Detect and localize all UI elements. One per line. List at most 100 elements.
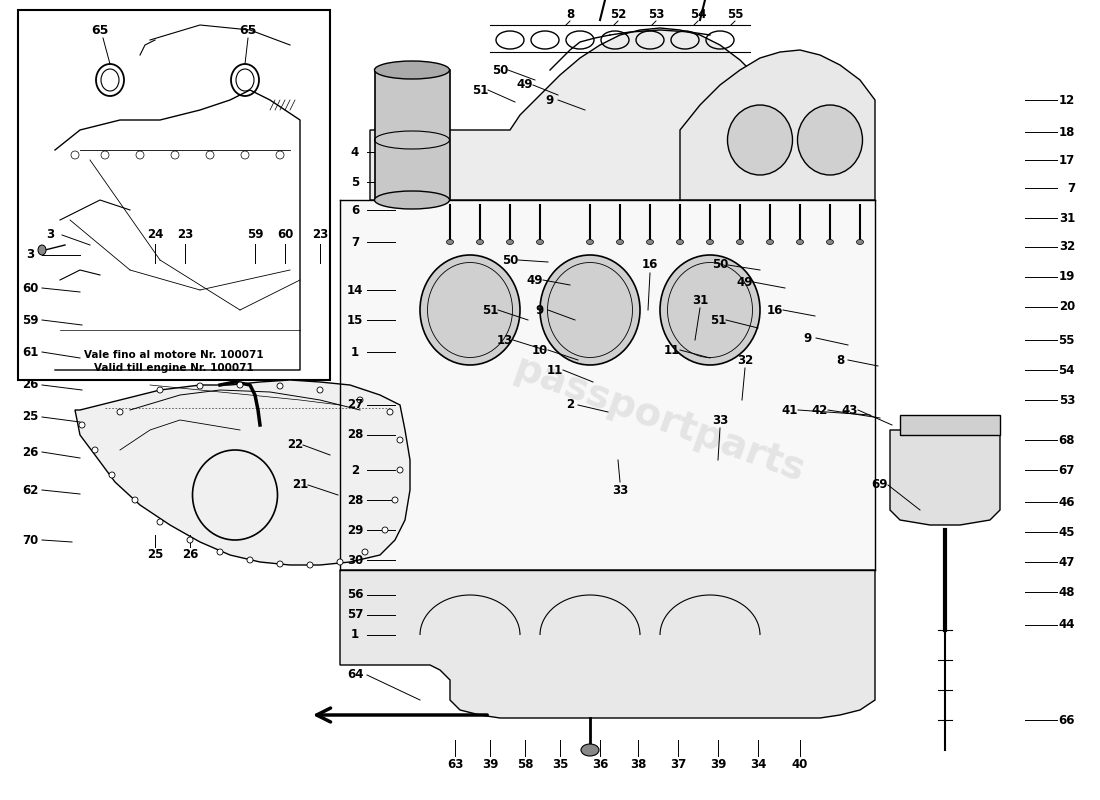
Ellipse shape [727, 105, 792, 175]
Ellipse shape [337, 559, 343, 565]
Bar [375, 70, 450, 200]
Text: 49: 49 [527, 274, 543, 286]
Text: 66: 66 [1058, 714, 1075, 726]
Text: 26: 26 [182, 549, 198, 562]
Text: 54: 54 [690, 9, 706, 22]
Bar [18, 10, 330, 380]
Ellipse shape [616, 239, 624, 245]
Text: 31: 31 [1058, 211, 1075, 225]
Text: 20: 20 [1058, 301, 1075, 314]
Ellipse shape [374, 61, 450, 79]
Text: 56: 56 [346, 589, 363, 602]
Polygon shape [340, 570, 874, 718]
Text: 2: 2 [351, 463, 359, 477]
Ellipse shape [317, 387, 323, 393]
Ellipse shape [397, 437, 403, 443]
Text: 7: 7 [351, 235, 359, 249]
Text: 35: 35 [552, 758, 569, 771]
Text: 14: 14 [346, 283, 363, 297]
Ellipse shape [660, 255, 760, 365]
Text: 18: 18 [1058, 126, 1075, 138]
Text: 28: 28 [346, 494, 363, 506]
Text: 1: 1 [351, 346, 359, 358]
Text: 23: 23 [312, 229, 328, 242]
Text: 45: 45 [1058, 526, 1075, 538]
Text: 38: 38 [630, 758, 646, 771]
Text: 53: 53 [1058, 394, 1075, 406]
Text: 46: 46 [1058, 495, 1075, 509]
Bar [900, 415, 1000, 435]
Ellipse shape [236, 382, 243, 388]
Polygon shape [370, 28, 760, 200]
Polygon shape [680, 50, 874, 200]
Ellipse shape [586, 239, 594, 245]
Ellipse shape [540, 255, 640, 365]
Ellipse shape [362, 549, 369, 555]
Text: 44: 44 [1058, 618, 1075, 631]
Ellipse shape [796, 239, 803, 245]
Text: Valid till engine Nr. 100071: Valid till engine Nr. 100071 [95, 363, 254, 373]
Text: 40: 40 [792, 758, 808, 771]
Ellipse shape [392, 497, 398, 503]
Ellipse shape [157, 519, 163, 525]
Text: 19: 19 [1058, 270, 1075, 283]
Ellipse shape [382, 527, 388, 533]
Ellipse shape [387, 409, 393, 415]
Text: 9: 9 [804, 331, 812, 345]
Text: 29: 29 [346, 523, 363, 537]
Text: 9: 9 [546, 94, 554, 106]
Text: 62: 62 [22, 483, 38, 497]
Text: 26: 26 [22, 378, 38, 391]
Ellipse shape [676, 239, 683, 245]
Polygon shape [75, 380, 410, 565]
Text: 24: 24 [146, 229, 163, 242]
Text: 50: 50 [492, 63, 508, 77]
Text: 51: 51 [710, 314, 726, 326]
Ellipse shape [307, 562, 314, 568]
Text: 59: 59 [22, 314, 38, 326]
Text: 16: 16 [767, 303, 783, 317]
Polygon shape [890, 430, 1000, 525]
Text: 12: 12 [1058, 94, 1075, 106]
Text: 57: 57 [346, 609, 363, 622]
Text: Vale fino al motore Nr. 100071: Vale fino al motore Nr. 100071 [85, 350, 264, 360]
Ellipse shape [537, 239, 543, 245]
Text: 2: 2 [565, 398, 574, 411]
Ellipse shape [476, 239, 484, 245]
Ellipse shape [767, 239, 773, 245]
Ellipse shape [109, 472, 116, 478]
Text: 49: 49 [517, 78, 534, 91]
Ellipse shape [132, 497, 138, 503]
Text: 4: 4 [351, 146, 359, 158]
Ellipse shape [277, 561, 283, 567]
Text: passportparts: passportparts [509, 350, 811, 490]
Text: 3: 3 [46, 229, 54, 242]
Text: 7: 7 [1067, 182, 1075, 194]
Text: 27: 27 [346, 398, 363, 411]
Ellipse shape [706, 239, 714, 245]
Text: 23: 23 [177, 229, 194, 242]
Ellipse shape [447, 239, 453, 245]
Text: 33: 33 [712, 414, 728, 426]
Text: 22: 22 [287, 438, 304, 451]
Polygon shape [340, 200, 874, 570]
Ellipse shape [117, 409, 123, 415]
Text: 30: 30 [346, 554, 363, 566]
Text: 25: 25 [146, 549, 163, 562]
Text: 11: 11 [547, 363, 563, 377]
Text: 63: 63 [447, 758, 463, 771]
Text: 58: 58 [517, 758, 534, 771]
Ellipse shape [581, 744, 600, 756]
Ellipse shape [187, 537, 192, 543]
Text: 3: 3 [26, 249, 34, 262]
Text: 33: 33 [612, 483, 628, 497]
Text: 21: 21 [292, 478, 308, 491]
Text: 68: 68 [1058, 434, 1075, 446]
Text: 65: 65 [240, 23, 256, 37]
Ellipse shape [397, 467, 403, 473]
Text: 32: 32 [1058, 241, 1075, 254]
Text: 28: 28 [346, 429, 363, 442]
Text: 31: 31 [692, 294, 708, 306]
Text: 39: 39 [710, 758, 726, 771]
Text: 59: 59 [246, 229, 263, 242]
